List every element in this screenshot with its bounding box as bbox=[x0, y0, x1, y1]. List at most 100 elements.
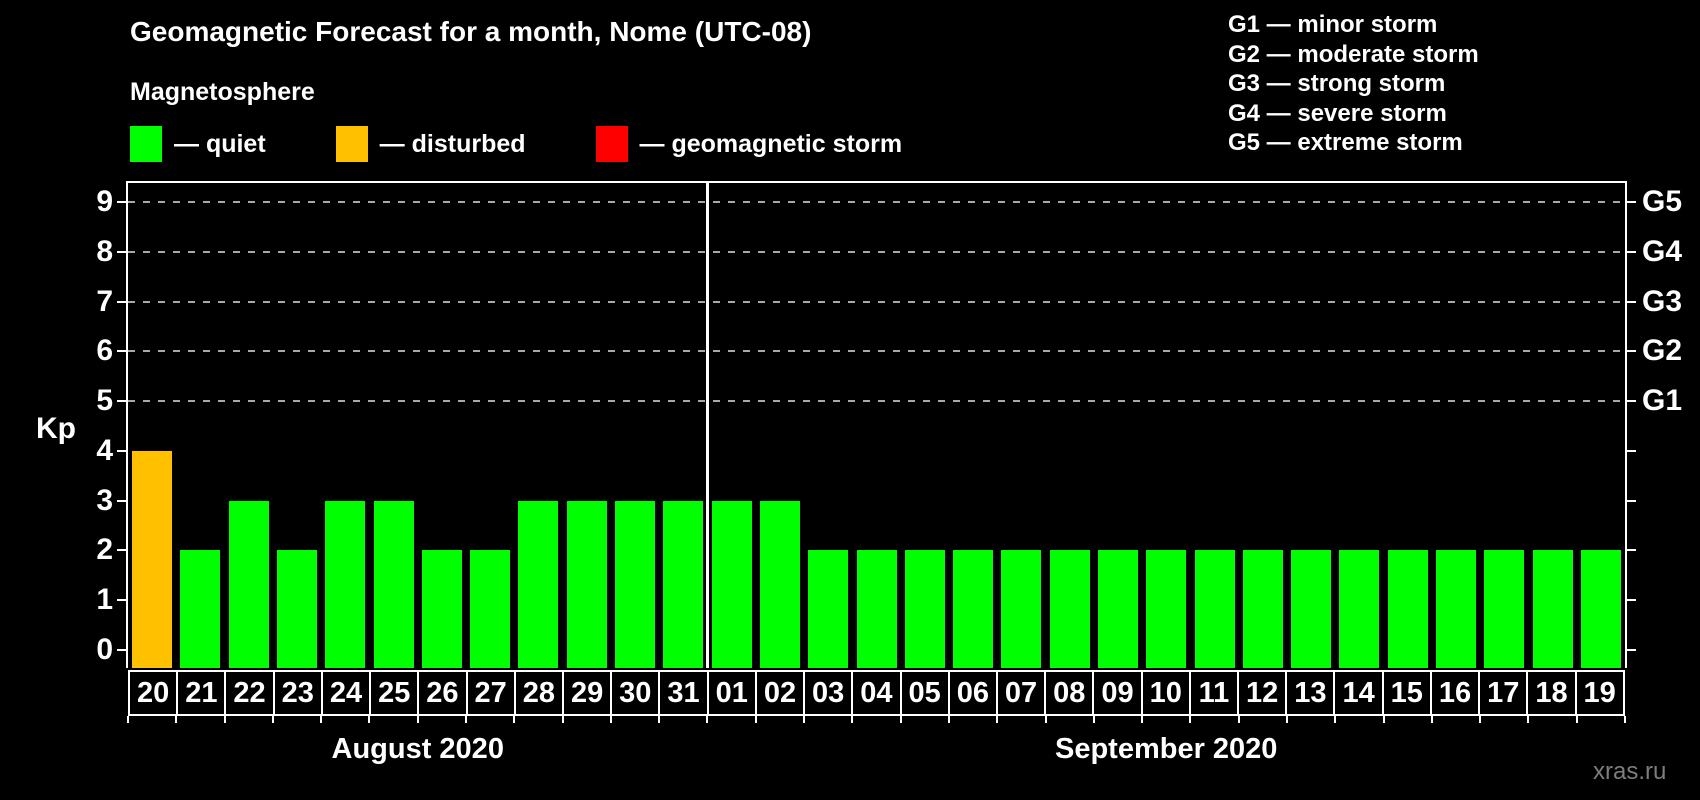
legend-item-label: — disturbed bbox=[379, 129, 526, 158]
date-cell: 07 bbox=[998, 672, 1047, 714]
g-level-label: G3 bbox=[1642, 284, 1683, 318]
kp-bar bbox=[1291, 550, 1332, 668]
date-boundary-tick bbox=[1479, 716, 1482, 723]
date-boundary-tick bbox=[754, 716, 757, 723]
date-cell: 19 bbox=[1583, 676, 1616, 709]
date-cell: 24 bbox=[323, 672, 372, 714]
kp-bar bbox=[1339, 550, 1380, 668]
date-boundary-tick bbox=[1044, 716, 1047, 723]
legend-item-label: — geomagnetic storm bbox=[639, 129, 903, 158]
kp-bar bbox=[808, 550, 849, 668]
date-cell: 01 bbox=[709, 672, 757, 714]
month-label: August 2020 bbox=[331, 733, 504, 765]
kp-bar bbox=[325, 500, 366, 668]
chart-title: Geomagnetic Forecast for a month, Nome (… bbox=[130, 16, 812, 47]
y-axis-tick bbox=[117, 449, 126, 452]
y-axis-label: 7 bbox=[96, 284, 113, 318]
date-cell: 13 bbox=[1287, 672, 1336, 714]
kp-bar bbox=[711, 500, 752, 668]
month-label: September 2020 bbox=[1054, 733, 1278, 765]
g-level-label: G1 bbox=[1642, 384, 1683, 418]
kp-bar bbox=[759, 500, 800, 668]
date-cell: 05 bbox=[902, 672, 950, 714]
date-boundary-tick bbox=[1382, 716, 1385, 723]
date-cell: 31 bbox=[660, 672, 709, 714]
y-axis-tick bbox=[117, 400, 126, 403]
date-cell: 28 bbox=[516, 672, 564, 714]
kp-bar bbox=[518, 500, 559, 668]
date-boundary-tick bbox=[1430, 716, 1433, 723]
y-axis-title: Kp bbox=[36, 412, 76, 445]
date-boundary-tick bbox=[561, 716, 564, 723]
date-boundary-tick bbox=[320, 716, 323, 723]
date-cell: 21 bbox=[178, 672, 227, 714]
magnetosphere-legend: — quiet — disturbed — geomagnetic storm bbox=[130, 126, 902, 162]
date-cell: 15 bbox=[1384, 672, 1432, 714]
kp-bar bbox=[132, 450, 173, 668]
storm-scale-legend: G1 — minor storm G2 — moderate storm G3 … bbox=[1228, 10, 1479, 158]
storm-color-swatch bbox=[595, 126, 628, 162]
date-cell: 20 bbox=[130, 672, 179, 714]
date-boundary-tick bbox=[947, 716, 950, 723]
date-boundary-tick bbox=[223, 716, 226, 723]
storm-scale-item: G3 — strong storm bbox=[1228, 70, 1446, 97]
date-boundary-tick bbox=[803, 716, 806, 723]
y-axis-label: 3 bbox=[96, 483, 113, 517]
date-cell: 25 bbox=[371, 672, 420, 714]
right-axis-tick bbox=[1627, 499, 1636, 502]
storm-scale-item: G5 — extreme storm bbox=[1228, 129, 1463, 156]
date-boundary-tick bbox=[658, 716, 661, 723]
date-cell: 09 bbox=[1094, 672, 1143, 714]
storm-scale-item: G4 — severe storm bbox=[1228, 99, 1447, 127]
kp-bar bbox=[373, 500, 414, 668]
kp-gridline bbox=[128, 300, 1625, 303]
kp-bar bbox=[1580, 550, 1621, 668]
right-axis-tick bbox=[1627, 250, 1636, 253]
date-boundary-tick bbox=[175, 716, 178, 723]
date-boundary-tick bbox=[513, 716, 516, 723]
date-boundary-tick bbox=[1189, 716, 1192, 723]
g-level-label: G5 bbox=[1642, 185, 1683, 218]
kp-gridline bbox=[128, 350, 1625, 353]
kp-bar bbox=[180, 550, 221, 668]
date-cell: 08 bbox=[1046, 672, 1095, 714]
kp-bar bbox=[470, 550, 511, 668]
legend-item-disturbed: — disturbed bbox=[335, 126, 526, 162]
date-boundary-tick bbox=[1575, 716, 1578, 723]
y-axis-label: 0 bbox=[96, 633, 113, 666]
right-axis-tick bbox=[1627, 549, 1636, 552]
y-axis-label: 1 bbox=[96, 583, 113, 617]
date-cell: 12 bbox=[1239, 672, 1288, 714]
kp-bar bbox=[1532, 550, 1573, 668]
date-cell: 17 bbox=[1480, 672, 1529, 714]
date-boundary-tick bbox=[899, 716, 902, 723]
g-level-label: G2 bbox=[1642, 334, 1683, 368]
date-boundary-tick bbox=[416, 716, 419, 723]
legend-item-label: — quiet bbox=[174, 129, 266, 158]
date-boundary-tick bbox=[1334, 716, 1337, 723]
y-axis-tick bbox=[117, 350, 126, 353]
y-axis-tick bbox=[117, 599, 126, 602]
storm-scale-item: G1 — minor storm bbox=[1228, 11, 1438, 38]
y-axis-label: 4 bbox=[96, 433, 113, 467]
right-axis-tick bbox=[1627, 649, 1636, 651]
y-axis-label: 9 bbox=[96, 185, 113, 218]
date-boundary-tick bbox=[706, 716, 709, 723]
month-divider-line bbox=[705, 183, 709, 668]
kp-bar bbox=[1242, 550, 1283, 668]
date-cell: 03 bbox=[805, 672, 854, 714]
kp-bar bbox=[421, 550, 462, 668]
g-level-label: G4 bbox=[1642, 234, 1683, 268]
right-axis-tick bbox=[1627, 350, 1636, 353]
date-boundary-tick bbox=[1527, 716, 1530, 723]
y-axis-tick bbox=[117, 250, 126, 253]
y-axis-tick bbox=[117, 549, 126, 552]
kp-bar bbox=[566, 500, 607, 668]
date-boundary-tick bbox=[1237, 716, 1240, 723]
date-boundary-tick bbox=[1092, 716, 1095, 723]
date-cell: 23 bbox=[275, 672, 323, 714]
y-axis-label: 6 bbox=[96, 334, 113, 368]
kp-bar bbox=[663, 500, 704, 668]
kp-bar bbox=[1435, 550, 1476, 668]
